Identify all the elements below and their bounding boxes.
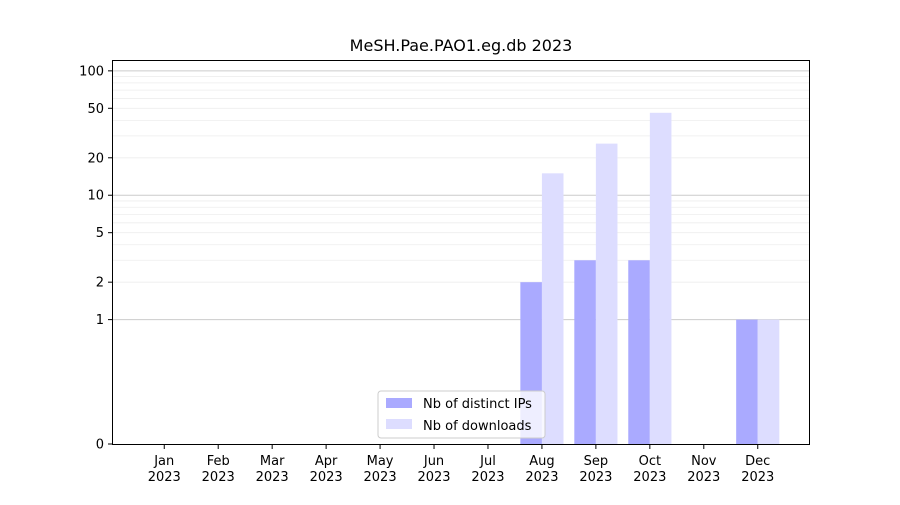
x-tick-label: May 2023 [364, 454, 397, 485]
bar-downloads-7 [541, 173, 564, 444]
x-tick-label: Jun 2023 [417, 454, 450, 485]
x-tick-label: Apr 2023 [310, 454, 343, 485]
y-tick-label: 5 [96, 226, 104, 241]
x-tick-label: Jan 2023 [148, 454, 181, 485]
y-tick-label: 20 [87, 151, 104, 166]
y-axis: 0 1 2 5 10 20 50 100 [79, 64, 113, 453]
x-tick-label: Jul 2023 [471, 454, 504, 485]
x-tick-label: Dec 2023 [741, 454, 774, 485]
legend: Nb of distinct IPs Nb of downloads [377, 390, 546, 439]
legend-label-downloads: Nb of downloads [423, 419, 532, 434]
plot-frame [112, 60, 810, 445]
bar-distinct-ips-11 [736, 319, 758, 444]
y-tick-label: 10 [87, 189, 104, 204]
x-axis: Jan 2023 Feb 2023 Mar 2023 Apr 2023 May 2023 Jun 20… [148, 444, 774, 485]
x-tick-label: Feb 2023 [202, 454, 235, 485]
y-tick-label: 50 [87, 102, 104, 117]
bar-downloads-9 [649, 112, 672, 444]
legend-frame [377, 390, 546, 439]
legend-swatch-downloads [386, 419, 412, 429]
bar-layer [520, 112, 780, 444]
bar-distinct-ips-9 [628, 260, 650, 444]
legend-swatch-distinct-ips [386, 398, 412, 408]
legend-label-distinct-ips: Nb of distinct IPs [423, 397, 532, 412]
chart-title: MeSH.Pae.PAO1.eg.db 2023 [350, 36, 573, 55]
grid-layer [113, 70, 809, 321]
bar-downloads-8 [595, 143, 618, 444]
x-tick-label: Nov 2023 [687, 454, 720, 485]
bar-downloads-11 [757, 319, 780, 444]
bar-distinct-ips-8 [574, 260, 596, 444]
x-tick-label: Aug 2023 [525, 454, 558, 485]
x-tick-label: Oct 2023 [633, 454, 666, 485]
y-tick-label: 1 [96, 313, 104, 328]
y-tick-label: 2 [96, 276, 104, 291]
y-tick-label: 100 [79, 64, 104, 79]
x-tick-label: Sep 2023 [579, 454, 612, 485]
x-tick-label: Mar 2023 [256, 454, 289, 485]
y-tick-label: 0 [96, 438, 104, 453]
